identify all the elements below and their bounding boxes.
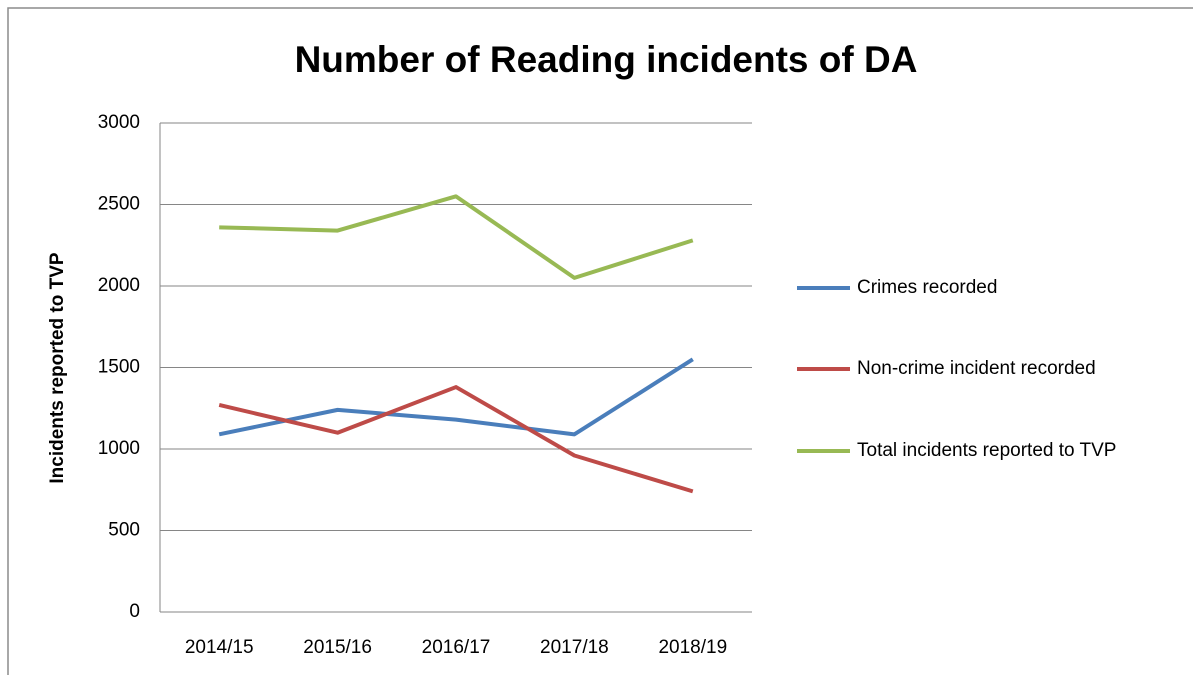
y-tick-label: 2000 [98, 275, 140, 296]
x-tick-label: 2015/16 [303, 637, 372, 658]
legend-item: Total incidents reported to TVP [797, 437, 1175, 465]
legend-label: Crimes recorded [857, 277, 998, 298]
y-tick-label: 2500 [98, 194, 140, 215]
series-line [219, 194, 694, 280]
y-axis-label: Incidents reported to TVP [47, 252, 68, 484]
legend-item: Non-crime incident recorded [797, 355, 1175, 383]
chart-border [7, 7, 1193, 675]
series-line [218, 357, 694, 437]
y-tick-label: 3000 [98, 112, 140, 133]
x-tick-label: 2014/15 [185, 637, 254, 658]
chart-title: Number of Reading incidents of DA [295, 39, 918, 80]
y-tick-label: 0 [129, 601, 140, 622]
x-tick-label: 2018/19 [658, 637, 727, 658]
x-tick-label: 2017/18 [540, 637, 609, 658]
x-tick-label: 2016/17 [422, 637, 491, 658]
series-line [218, 385, 694, 494]
legend-swatch [797, 367, 850, 371]
legend-label: Non-crime incident recorded [857, 358, 1096, 379]
legend-swatch [797, 286, 850, 290]
legend-swatch [797, 449, 850, 453]
legend-item: Crimes recorded [797, 274, 1175, 302]
y-tick-label: 1500 [98, 357, 140, 378]
y-tick-label: 1000 [98, 438, 140, 459]
legend-label: Total incidents reported to TVP [857, 440, 1117, 461]
y-tick-label: 500 [108, 520, 140, 541]
